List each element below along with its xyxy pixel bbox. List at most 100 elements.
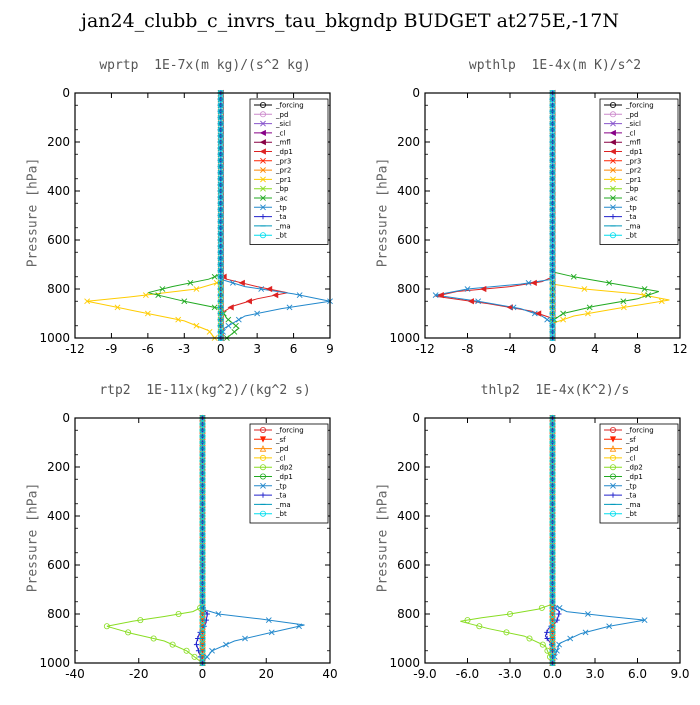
legend-label: _pd <box>625 445 638 453</box>
data-point <box>260 176 266 183</box>
data-point <box>549 506 556 513</box>
data-point <box>217 261 224 268</box>
data-point <box>549 267 556 274</box>
x-tick-label: 0.0 <box>543 667 562 681</box>
data-point <box>549 310 556 317</box>
data-point <box>199 537 206 544</box>
data-point <box>549 439 556 446</box>
data-point <box>296 623 302 630</box>
axes-frame <box>424 417 681 664</box>
data-point <box>193 322 200 329</box>
data-point <box>549 120 556 127</box>
x-tick-label: -12 <box>65 342 85 356</box>
data-point <box>609 111 616 118</box>
y-tick-label: 200 <box>397 135 420 149</box>
legend-label: _pd <box>275 445 288 453</box>
data-point <box>199 549 206 556</box>
data-point <box>549 525 556 532</box>
data-point <box>549 451 556 458</box>
data-point <box>464 617 471 624</box>
data-point <box>217 151 224 158</box>
data-point <box>238 279 245 286</box>
data-point <box>549 322 556 329</box>
data-point <box>549 580 556 587</box>
data-point <box>199 598 206 605</box>
legend-label: _dp1 <box>625 148 643 156</box>
data-point <box>259 436 267 443</box>
data-point <box>217 236 224 243</box>
chart-title: thlp2 1E-4x(K^2)/s <box>480 383 630 398</box>
data-point <box>549 96 556 103</box>
data-point <box>260 195 266 201</box>
data-point <box>193 642 200 648</box>
data-point <box>268 629 275 636</box>
chart-title: wprtp 1E-7x(m kg)/(s^2 kg) <box>99 58 311 73</box>
data-point <box>223 641 229 648</box>
data-point <box>195 635 201 642</box>
data-point <box>549 586 556 593</box>
data-point <box>217 96 224 103</box>
legend-label: _dp1 <box>275 148 293 156</box>
data-point <box>549 102 556 109</box>
legend-label: _pr1 <box>275 176 291 184</box>
data-point <box>549 555 556 562</box>
data-point <box>549 328 556 335</box>
data-point <box>199 543 206 550</box>
data-point <box>510 304 517 311</box>
data-point <box>549 273 556 280</box>
data-point <box>467 298 474 305</box>
data-point <box>610 195 616 201</box>
data-point <box>199 531 206 538</box>
plot-area: 0 200 400 600 800 1000-12 -8 -4 0 4 8 12 _forcing_pd… <box>389 86 687 356</box>
data-point <box>217 145 224 152</box>
data-point <box>217 206 224 213</box>
data-point <box>260 120 266 127</box>
data-point <box>609 139 616 146</box>
data-point <box>609 102 616 109</box>
legend-label: _pr2 <box>625 167 641 175</box>
legend-label: _bt <box>625 232 637 240</box>
legend-label: _sf <box>625 436 636 444</box>
chart-panel-thlp2: thlp2 1E-4x(K^2)/s Pressure [hPa] 0 200 40… <box>350 375 700 705</box>
legend-label: _ta <box>275 213 287 221</box>
legend-label: _ma <box>625 501 641 509</box>
data-point <box>260 185 266 192</box>
page-title: jan24_clubb_c_invrs_tau_bkgndp BUDGET at… <box>81 10 619 32</box>
y-tick-label: 1000 <box>39 656 70 670</box>
y-tick-label: 800 <box>47 607 70 621</box>
y-tick-label: 200 <box>47 135 70 149</box>
legend-label: _forcing <box>275 427 304 435</box>
data-point <box>549 610 556 617</box>
data-point <box>150 635 157 642</box>
data-point <box>199 635 206 642</box>
y-tick-label: 800 <box>397 282 420 296</box>
data-point <box>549 187 556 194</box>
data-point <box>199 439 206 446</box>
data-point <box>199 574 206 581</box>
x-tick-label: -20 <box>129 667 149 681</box>
data-point <box>549 421 556 428</box>
data-point <box>217 181 224 188</box>
data-point <box>549 561 556 568</box>
data-point <box>199 653 206 660</box>
data-point <box>549 316 556 323</box>
data-point <box>217 126 224 133</box>
data-point <box>242 635 248 642</box>
legend-label: _ta <box>625 492 637 500</box>
legend-label: _bp <box>275 185 289 193</box>
data-point <box>549 519 556 526</box>
x-tick-label: 12 <box>672 342 687 356</box>
legend-label: _bp <box>625 185 639 193</box>
series-line <box>460 418 553 664</box>
data-point <box>609 454 616 461</box>
x-tick-label: -4 <box>504 342 516 356</box>
legend-label: _pd <box>275 111 288 119</box>
legend-label: _pr3 <box>625 157 641 165</box>
y-tick-label: 400 <box>47 184 70 198</box>
data-point <box>549 549 556 556</box>
data-point <box>530 279 537 286</box>
data-point <box>217 194 224 201</box>
chart-title: wpthlp 1E-4x(m K)/s^2 <box>468 58 642 73</box>
series-line <box>106 418 203 664</box>
data-point <box>217 114 224 121</box>
